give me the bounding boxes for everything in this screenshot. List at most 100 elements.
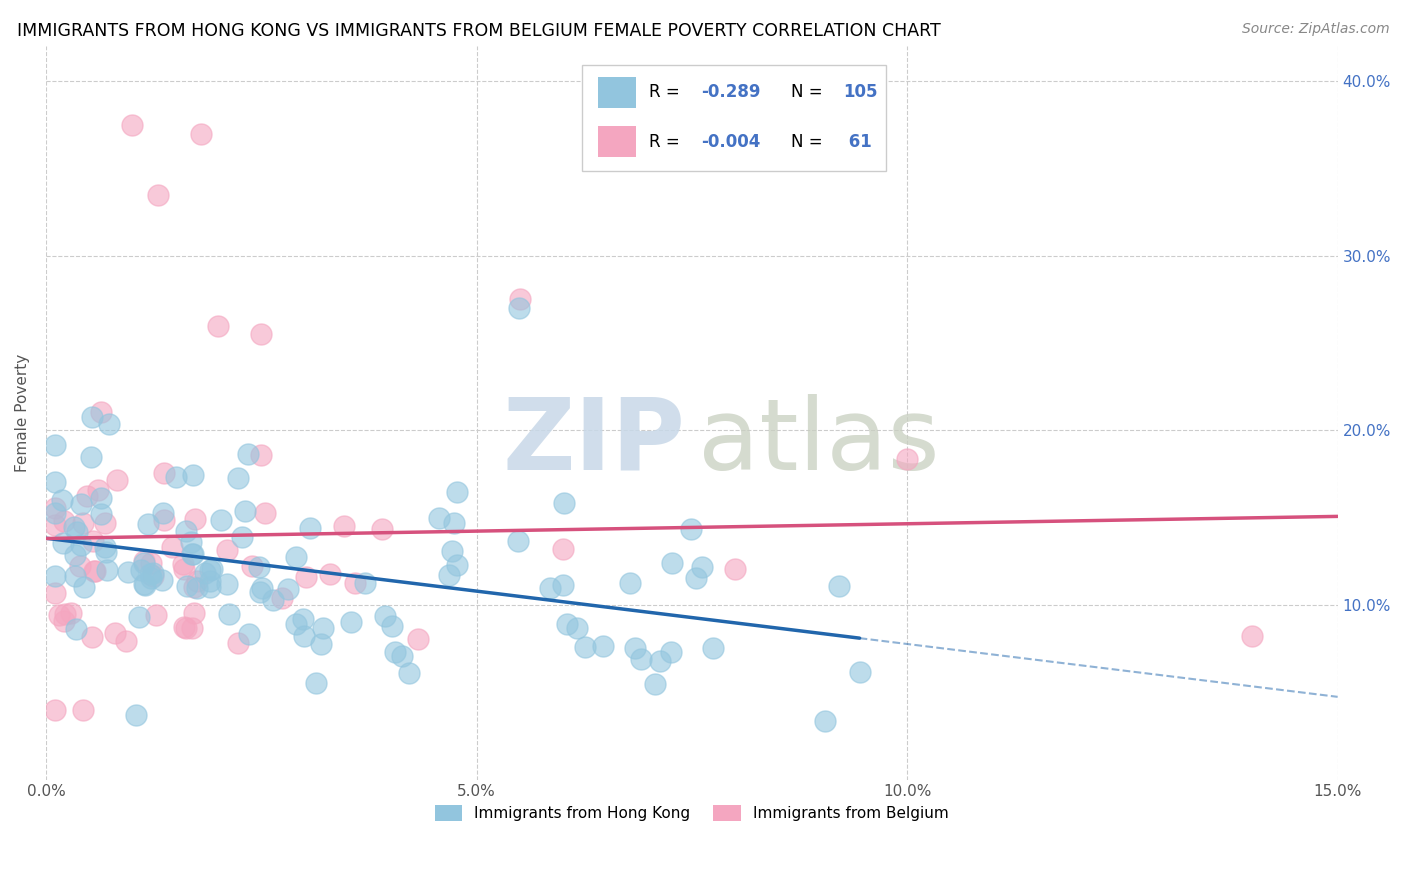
Point bbox=[249, 585, 271, 599]
Point bbox=[44, 475, 66, 489]
Point bbox=[165, 469, 187, 483]
Point bbox=[292, 612, 315, 626]
Point bbox=[553, 496, 575, 510]
Point bbox=[238, 627, 260, 641]
Point bbox=[215, 542, 238, 557]
Point bbox=[174, 524, 197, 538]
Text: R =: R = bbox=[650, 84, 685, 102]
Point bbox=[508, 301, 530, 315]
Point bbox=[408, 632, 430, 646]
Text: IMMIGRANTS FROM HONG KONG VS IMMIGRANTS FROM BELGIUM FEMALE POVERTY CORRELATION : IMMIGRANTS FROM HONG KONG VS IMMIGRANTS … bbox=[17, 22, 941, 40]
Text: -0.004: -0.004 bbox=[700, 133, 761, 151]
Point bbox=[685, 571, 707, 585]
Point bbox=[63, 548, 86, 562]
Point bbox=[90, 405, 112, 419]
FancyBboxPatch shape bbox=[598, 126, 637, 157]
Point bbox=[371, 522, 394, 536]
Point bbox=[183, 607, 205, 621]
Point bbox=[312, 621, 335, 635]
Point bbox=[592, 639, 614, 653]
Point bbox=[86, 483, 108, 498]
Point bbox=[242, 558, 264, 573]
Point bbox=[553, 578, 575, 592]
Point bbox=[233, 503, 256, 517]
Point bbox=[94, 540, 117, 554]
Point bbox=[180, 547, 202, 561]
Point bbox=[176, 579, 198, 593]
Point bbox=[226, 471, 249, 485]
Point bbox=[565, 621, 588, 635]
Point bbox=[574, 640, 596, 655]
Point bbox=[215, 577, 238, 591]
Point bbox=[153, 513, 176, 527]
Point bbox=[262, 592, 284, 607]
Point bbox=[198, 581, 221, 595]
Point bbox=[52, 536, 75, 550]
Point bbox=[198, 574, 221, 588]
Point bbox=[848, 665, 870, 679]
Point bbox=[184, 512, 207, 526]
Point bbox=[509, 293, 531, 307]
Point bbox=[186, 581, 208, 595]
Point bbox=[318, 566, 340, 581]
Point bbox=[152, 506, 174, 520]
Point bbox=[630, 652, 652, 666]
Point bbox=[690, 560, 713, 574]
Point bbox=[70, 497, 93, 511]
Point bbox=[76, 490, 98, 504]
Text: N =: N = bbox=[792, 133, 828, 151]
Text: -0.289: -0.289 bbox=[700, 84, 761, 102]
Point bbox=[619, 575, 641, 590]
Point bbox=[172, 557, 194, 571]
Point bbox=[142, 569, 165, 583]
Point bbox=[180, 534, 202, 549]
Point bbox=[183, 580, 205, 594]
Point bbox=[828, 579, 851, 593]
Point bbox=[82, 410, 104, 425]
Point bbox=[538, 581, 561, 595]
Point bbox=[724, 562, 747, 576]
Point bbox=[53, 614, 76, 628]
Point bbox=[136, 517, 159, 532]
Point bbox=[374, 608, 396, 623]
Point bbox=[146, 187, 169, 202]
Point bbox=[44, 438, 66, 452]
Point bbox=[200, 563, 222, 577]
Point bbox=[44, 586, 66, 600]
Text: R =: R = bbox=[650, 133, 685, 151]
FancyBboxPatch shape bbox=[598, 77, 637, 108]
Point bbox=[304, 675, 326, 690]
Point bbox=[174, 621, 197, 635]
Point bbox=[117, 565, 139, 579]
Point bbox=[44, 517, 66, 532]
Point bbox=[277, 582, 299, 596]
Text: 105: 105 bbox=[844, 84, 877, 102]
Point bbox=[173, 620, 195, 634]
Point bbox=[814, 714, 837, 728]
Point bbox=[53, 514, 76, 528]
Point bbox=[391, 649, 413, 664]
Point bbox=[44, 569, 66, 583]
Point bbox=[72, 703, 94, 717]
Point bbox=[353, 576, 375, 591]
Point bbox=[60, 607, 83, 621]
Point bbox=[44, 500, 66, 515]
Point bbox=[249, 449, 271, 463]
Point bbox=[125, 708, 148, 723]
Point bbox=[96, 545, 118, 559]
Point bbox=[339, 615, 361, 630]
Point bbox=[443, 516, 465, 531]
Point bbox=[65, 622, 87, 636]
Text: ZIP: ZIP bbox=[502, 393, 685, 491]
Point bbox=[128, 610, 150, 624]
Point bbox=[186, 574, 208, 588]
Point bbox=[132, 577, 155, 591]
Point bbox=[104, 626, 127, 640]
Point bbox=[48, 608, 70, 623]
Point bbox=[44, 703, 66, 717]
Point bbox=[132, 556, 155, 570]
Point bbox=[446, 558, 468, 572]
Point bbox=[285, 549, 308, 564]
Point bbox=[80, 630, 103, 644]
Point bbox=[254, 506, 277, 520]
